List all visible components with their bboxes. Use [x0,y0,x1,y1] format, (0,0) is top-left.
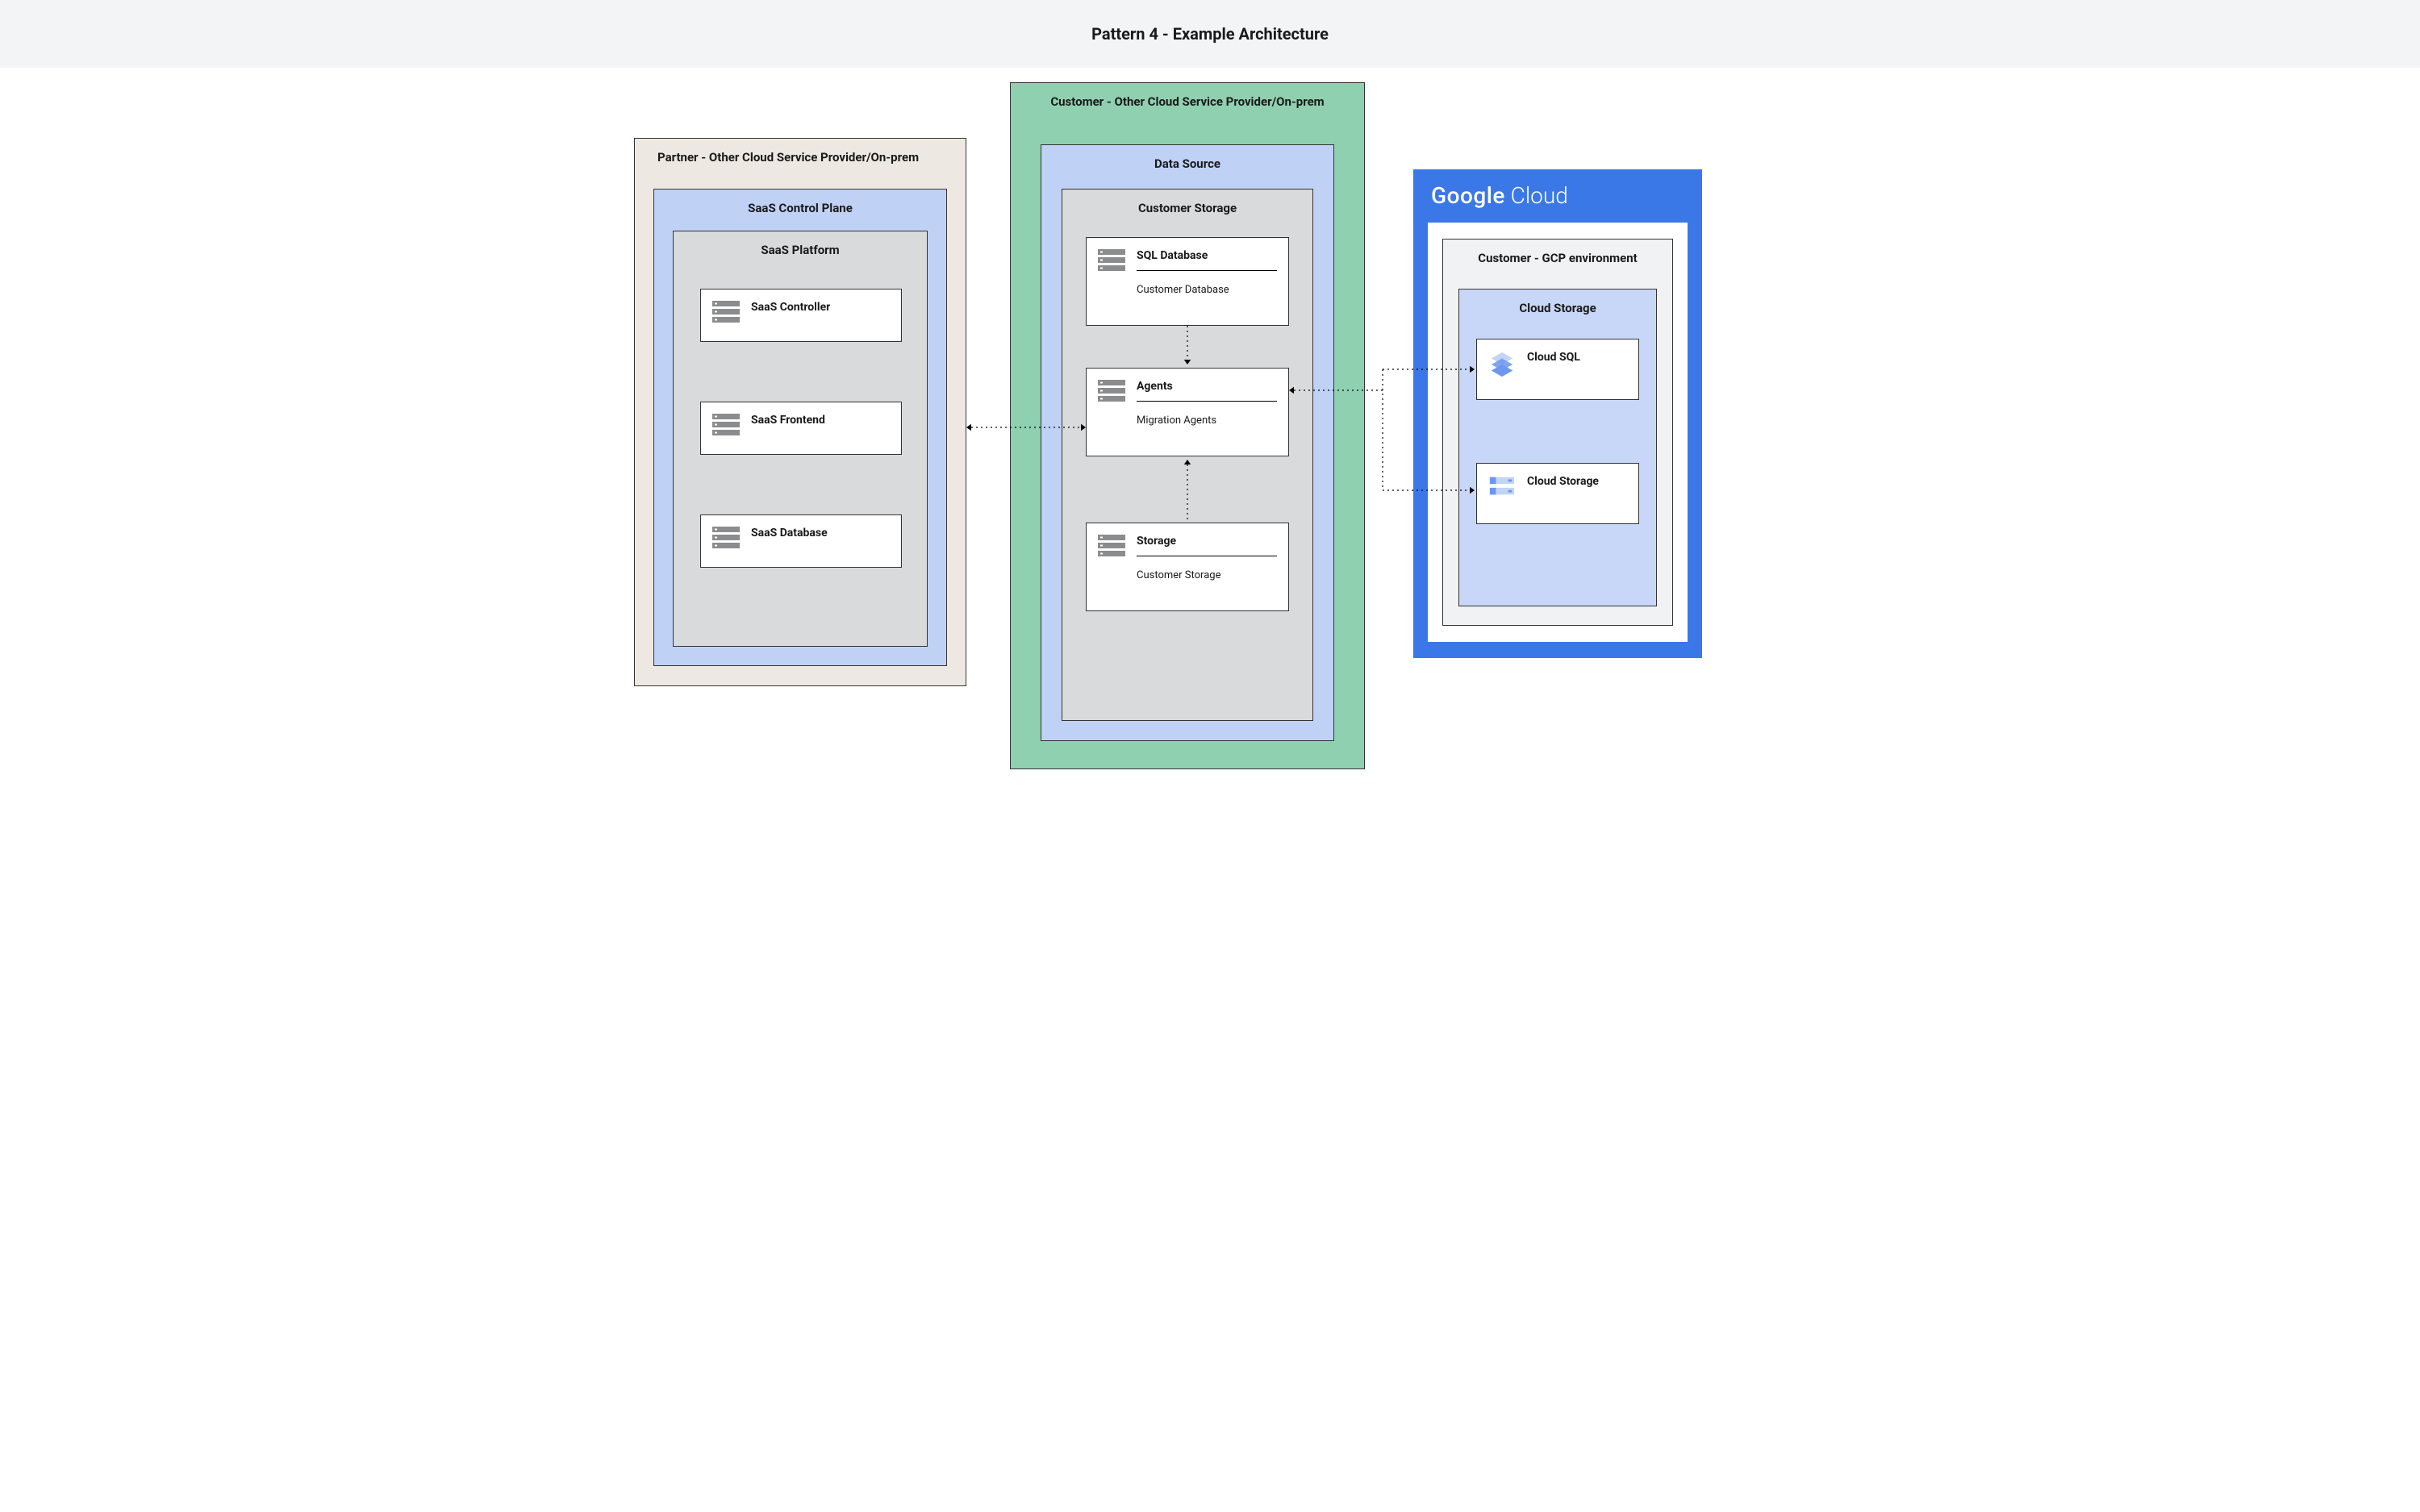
control-plane-title: SaaS Control Plane [654,190,946,222]
gcp-env-title: Customer - GCP environment [1443,240,1672,272]
server-icon [1488,351,1516,381]
gcp-service-1: Cloud Storage [1476,463,1639,524]
partner-service-1: SaaS Frontend [700,402,902,455]
customer-service-2: StorageCustomer Storage [1086,523,1289,611]
gcp-storage-region: Cloud Storage [1458,289,1657,606]
server-icon [712,414,740,439]
service-subtitle: Customer Database [1137,284,1277,296]
server-icon [1098,249,1125,275]
server-icon [1098,380,1125,406]
page-title: Pattern 4 - Example Architecture [0,0,2420,68]
customer-service-1: AgentsMigration Agents [1086,368,1289,456]
service-label: StorageCustomer Storage [1137,533,1277,581]
server-icon [712,527,740,552]
service-subtitle: Migration Agents [1137,414,1277,427]
service-subtitle: Customer Storage [1137,569,1277,581]
service-label: SQL DatabaseCustomer Database [1137,248,1277,296]
partner-title: Partner - Other Cloud Service Provider/O… [635,139,966,171]
service-label: Cloud Storage [1527,473,1627,488]
google-cloud-logo: Google Cloud [1413,169,1702,217]
customer-title: Customer - Other Cloud Service Provider/… [1011,83,1364,115]
service-label: AgentsMigration Agents [1137,378,1277,427]
customer-service-0: SQL DatabaseCustomer Database [1086,237,1289,326]
server-icon [1098,535,1125,560]
service-label: SaaS Database [751,525,890,539]
partner-service-0: SaaS Controller [700,289,902,342]
diagram-canvas: Partner - Other Cloud Service Provider/O… [605,68,1815,793]
gcp-storage-title: Cloud Storage [1459,289,1656,322]
service-label: Cloud SQL [1527,349,1627,364]
service-label: SaaS Controller [751,299,890,314]
server-icon [712,301,740,327]
partner-service-2: SaaS Database [700,514,902,568]
platform-title: SaaS Platform [674,231,927,264]
data-source-title: Data Source [1041,145,1333,177]
service-label: SaaS Frontend [751,412,890,427]
gcp-service-0: Cloud SQL [1476,339,1639,400]
customer-storage-title: Customer Storage [1062,190,1312,222]
server-icon [1488,475,1516,501]
